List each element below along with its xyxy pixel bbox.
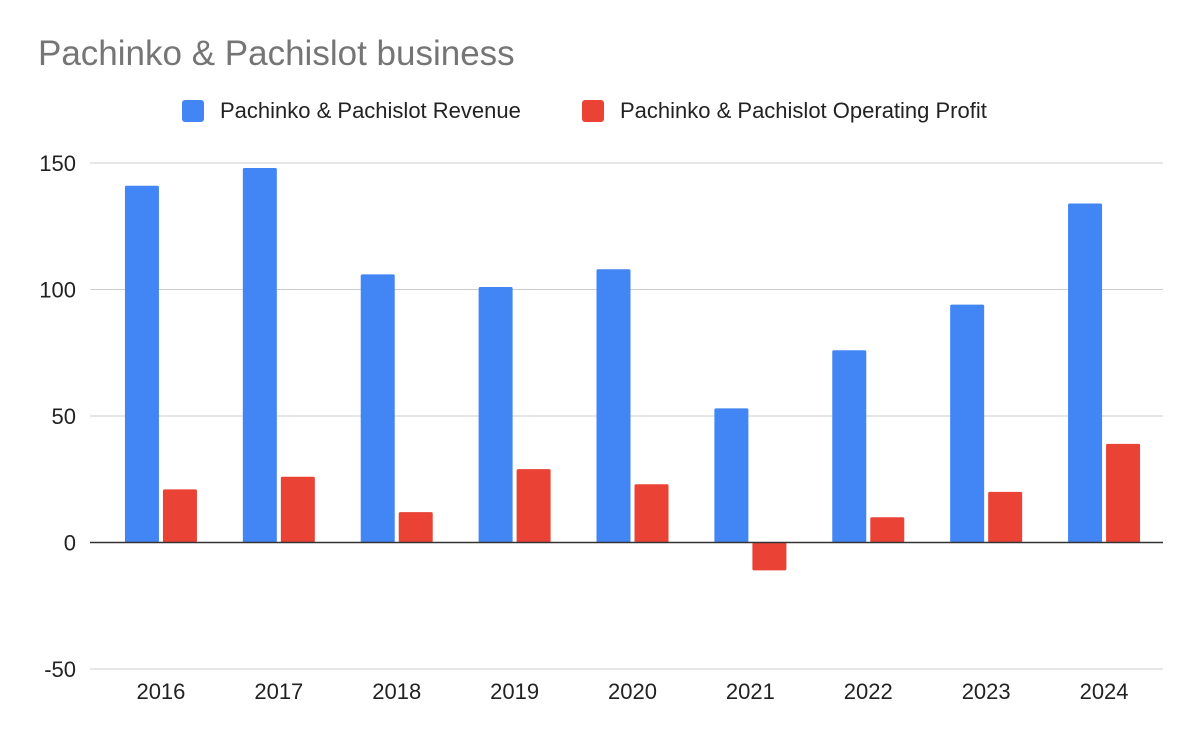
y-tick-label: 0 [64,531,76,556]
x-tick-label: 2022 [844,679,893,704]
bar-operating-profit [398,512,433,543]
bar-operating-profit [280,476,315,543]
legend: Pachinko & Pachislot Revenue Pachinko & … [0,98,1200,128]
chart-title: Pachinko & Pachislot business [38,34,515,73]
bar-revenue [1068,203,1103,543]
legend-swatch-revenue [182,100,204,122]
x-tick-label: 2019 [490,679,539,704]
bar-revenue [832,350,867,543]
x-tick-label: 2021 [726,679,775,704]
x-tick-label: 2018 [372,679,421,704]
bar-operating-profit [1106,443,1141,543]
bar-revenue [360,274,395,543]
legend-item-operating-profit: Pachinko & Pachislot Operating Profit [582,98,987,124]
bar-operating-profit [634,484,669,543]
y-tick-label: 50 [52,404,76,429]
y-tick-label: 100 [39,278,76,303]
bar-operating-profit [752,542,787,571]
bar-operating-profit [162,489,197,543]
bar-revenue [950,304,985,543]
legend-label-operating-profit: Pachinko & Pachislot Operating Profit [620,98,987,123]
y-tick-label: -50 [44,657,76,682]
bar-revenue [714,408,749,543]
x-tick-label: 2020 [608,679,657,704]
bar-revenue [596,269,631,543]
bar-operating-profit [988,491,1023,543]
bar-revenue [478,286,513,543]
x-tick-label: 2023 [962,679,1011,704]
x-tick-label: 2024 [1080,679,1129,704]
bar-revenue [242,168,277,543]
x-tick-label: 2017 [254,679,303,704]
bar-revenue [124,185,159,543]
legend-item-revenue: Pachinko & Pachislot Revenue [182,98,521,124]
bar-operating-profit [870,517,905,543]
x-tick-label: 2016 [136,679,185,704]
y-tick-label: 150 [39,151,76,176]
legend-swatch-operating-profit [582,100,604,122]
legend-label-revenue: Pachinko & Pachislot Revenue [220,98,521,123]
bar-operating-profit [516,469,551,543]
